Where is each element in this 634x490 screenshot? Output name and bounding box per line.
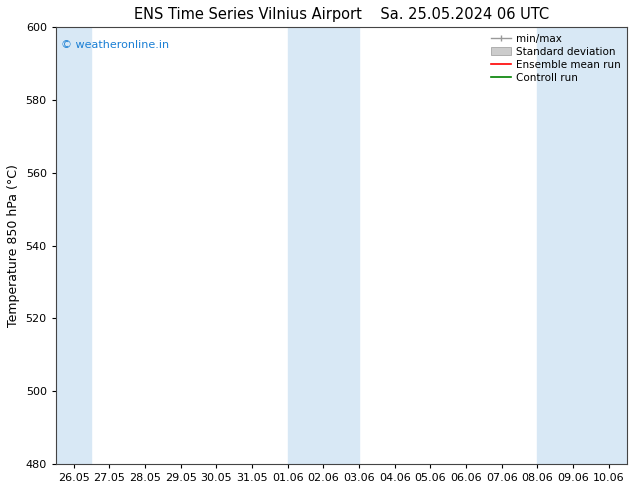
Bar (56, 27, 91, 464)
Bar (288, 27, 359, 464)
Bar (538, 27, 626, 464)
Legend: min/max, Standard deviation, Ensemble mean run, Controll run: min/max, Standard deviation, Ensemble me… (486, 29, 624, 87)
Text: © weatheronline.in: © weatheronline.in (61, 40, 170, 50)
Y-axis label: Temperature 850 hPa (°C): Temperature 850 hPa (°C) (7, 164, 20, 327)
Title: ENS Time Series Vilnius Airport    Sa. 25.05.2024 06 UTC: ENS Time Series Vilnius Airport Sa. 25.0… (134, 7, 549, 22)
